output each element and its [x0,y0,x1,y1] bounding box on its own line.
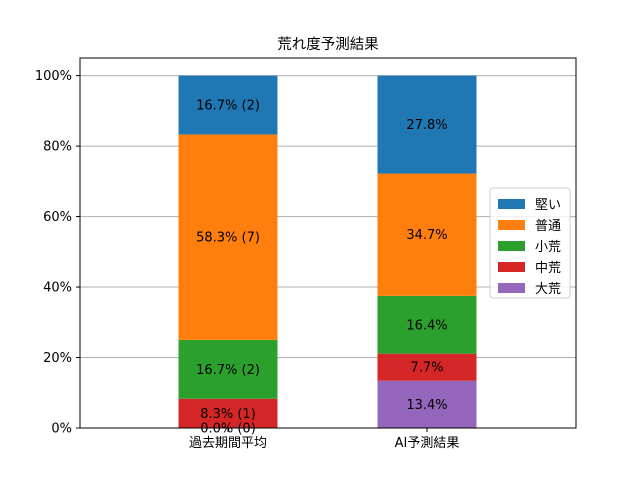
y-tick-label: 0% [51,422,72,437]
legend-label: 小荒 [535,240,561,255]
legend-label: 大荒 [535,282,561,297]
legend-swatch [498,220,525,230]
y-tick-label: 60% [43,210,72,225]
data-label: 16.7% (2) [196,99,260,114]
bar-labels: 0.0% (0)8.3% (1)16.7% (2)58.3% (7)16.7% … [196,99,448,437]
data-label: 34.7% [406,228,447,243]
data-label: 7.7% [410,361,443,376]
data-label: 16.7% (2) [196,363,260,378]
legend-swatch [498,199,525,209]
bar-segment [377,353,477,381]
y-axis: 0% 20% 40% 60% 80% 100% [35,69,80,437]
plot-frame [79,57,577,429]
legend-swatch [498,283,525,293]
bar-segment [178,134,278,340]
bar-segment [178,398,278,428]
y-tick-label: 100% [35,69,72,84]
data-label: 8.3% (1) [200,407,256,422]
legend-label: 堅い [535,198,561,213]
bar-segment [377,295,477,354]
legend-swatch [498,262,525,272]
data-label: 27.8% [406,118,447,133]
x-tick-label: AI予測結果 [395,436,460,451]
legend-label: 普通 [535,219,561,234]
bar-segment [178,339,278,399]
chart-title: 荒れ度予測結果 [277,36,379,53]
y-tick-label: 20% [43,351,72,366]
bar-segment [377,75,477,174]
bar-segment [377,380,477,428]
data-label: 13.4% [406,398,447,413]
x-axis: 過去期間平均 AI予測結果 [189,428,459,451]
data-label: 58.3% (7) [196,231,260,246]
data-label: 16.4% [406,318,447,333]
bar-segment [377,173,477,296]
y-tick-label: 80% [43,140,72,155]
bar-segment [178,75,278,135]
legend-swatch [498,241,525,251]
y-tick-label: 40% [43,281,72,296]
x-tick-label: 過去期間平均 [189,436,267,451]
legend-label: 中荒 [535,261,561,276]
bars [178,75,477,428]
